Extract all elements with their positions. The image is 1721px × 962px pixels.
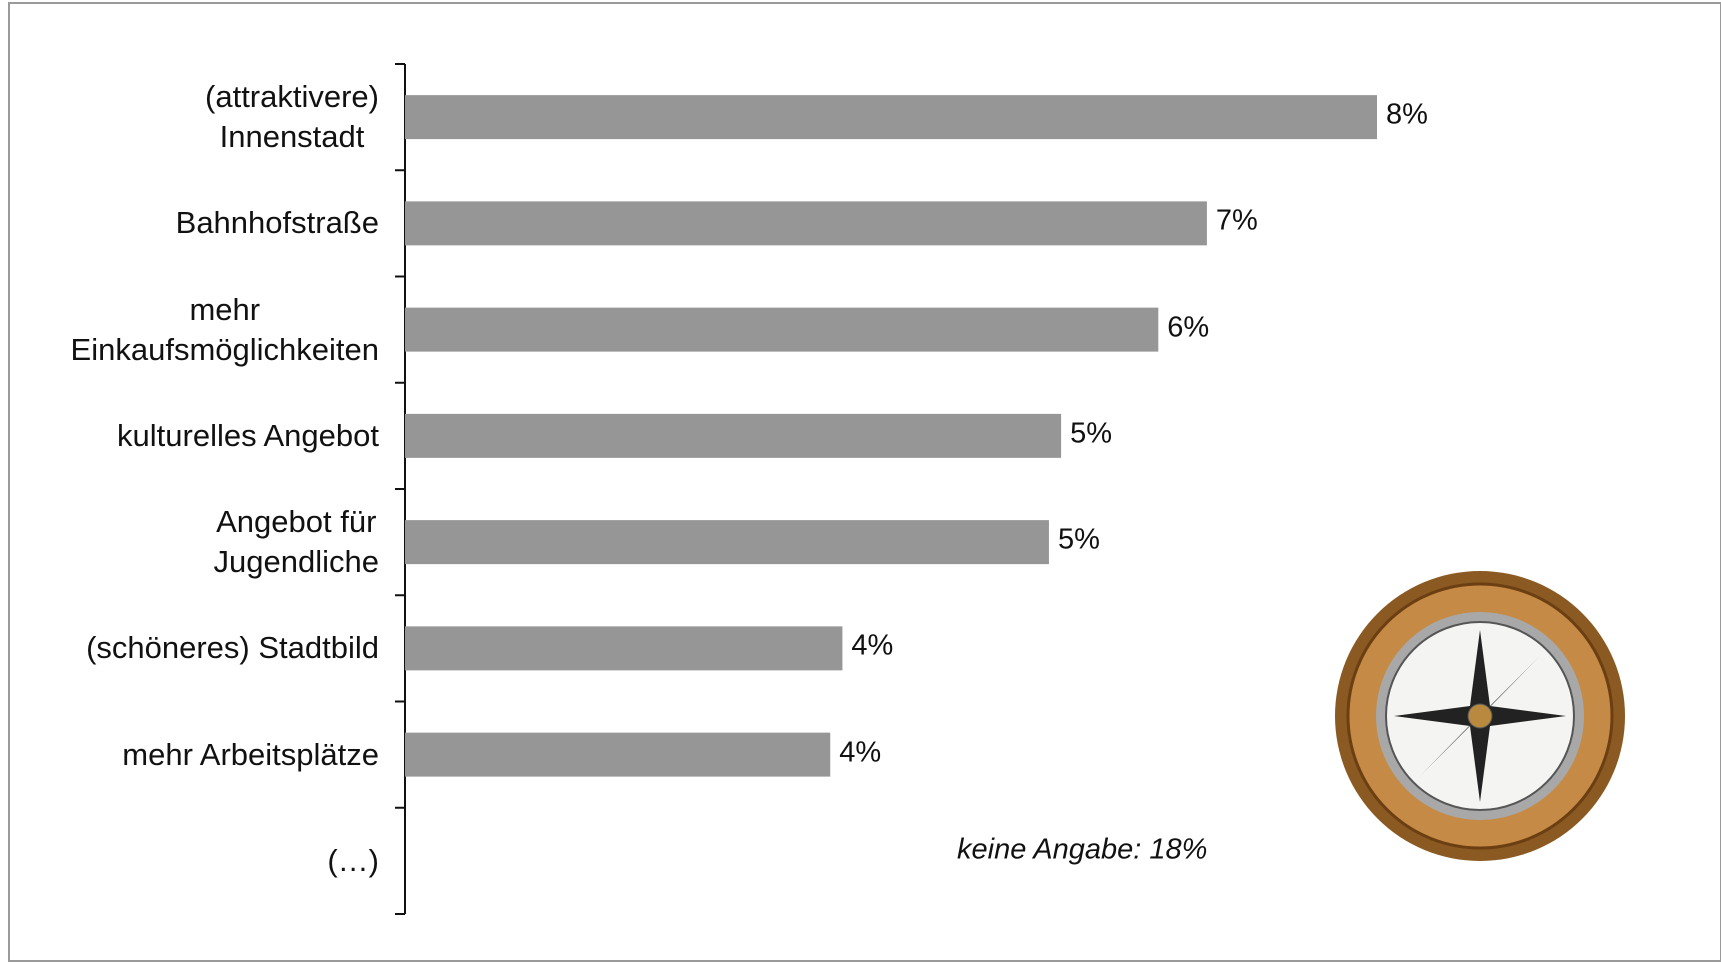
value-label: 4% (851, 629, 894, 662)
category-label: kulturelles Angebot (117, 417, 379, 453)
category-label: (schöneres) Stadtbild (86, 630, 379, 666)
compass (1335, 571, 1625, 861)
value-label: 6% (1167, 311, 1210, 344)
bar (405, 95, 1377, 140)
value-label: 8% (1386, 98, 1428, 131)
value-label: 5% (1057, 523, 1100, 556)
value-label: 7% (1215, 204, 1258, 237)
compass-pivot (1467, 703, 1493, 729)
bar (405, 413, 1062, 458)
value-label: 4% (839, 736, 882, 769)
annotation: keine Angabe: 18% (957, 833, 1208, 866)
category-label: (…) (327, 842, 379, 878)
frame (8, 2, 1721, 962)
bar (405, 626, 843, 671)
bar (405, 201, 1207, 246)
category-label: mehr Arbeitsplätze (122, 736, 379, 772)
category-label: Angebot für Jugendliche (213, 504, 379, 580)
category-label: (attraktivere) Innenstadt (205, 79, 379, 155)
category-label: mehr Einkaufsmöglichkeiten (70, 291, 379, 367)
bar (405, 307, 1159, 352)
value-label: 5% (1070, 417, 1113, 450)
bar (405, 520, 1049, 565)
bar (405, 732, 831, 777)
category-label: Bahnhofstraße (175, 205, 379, 241)
